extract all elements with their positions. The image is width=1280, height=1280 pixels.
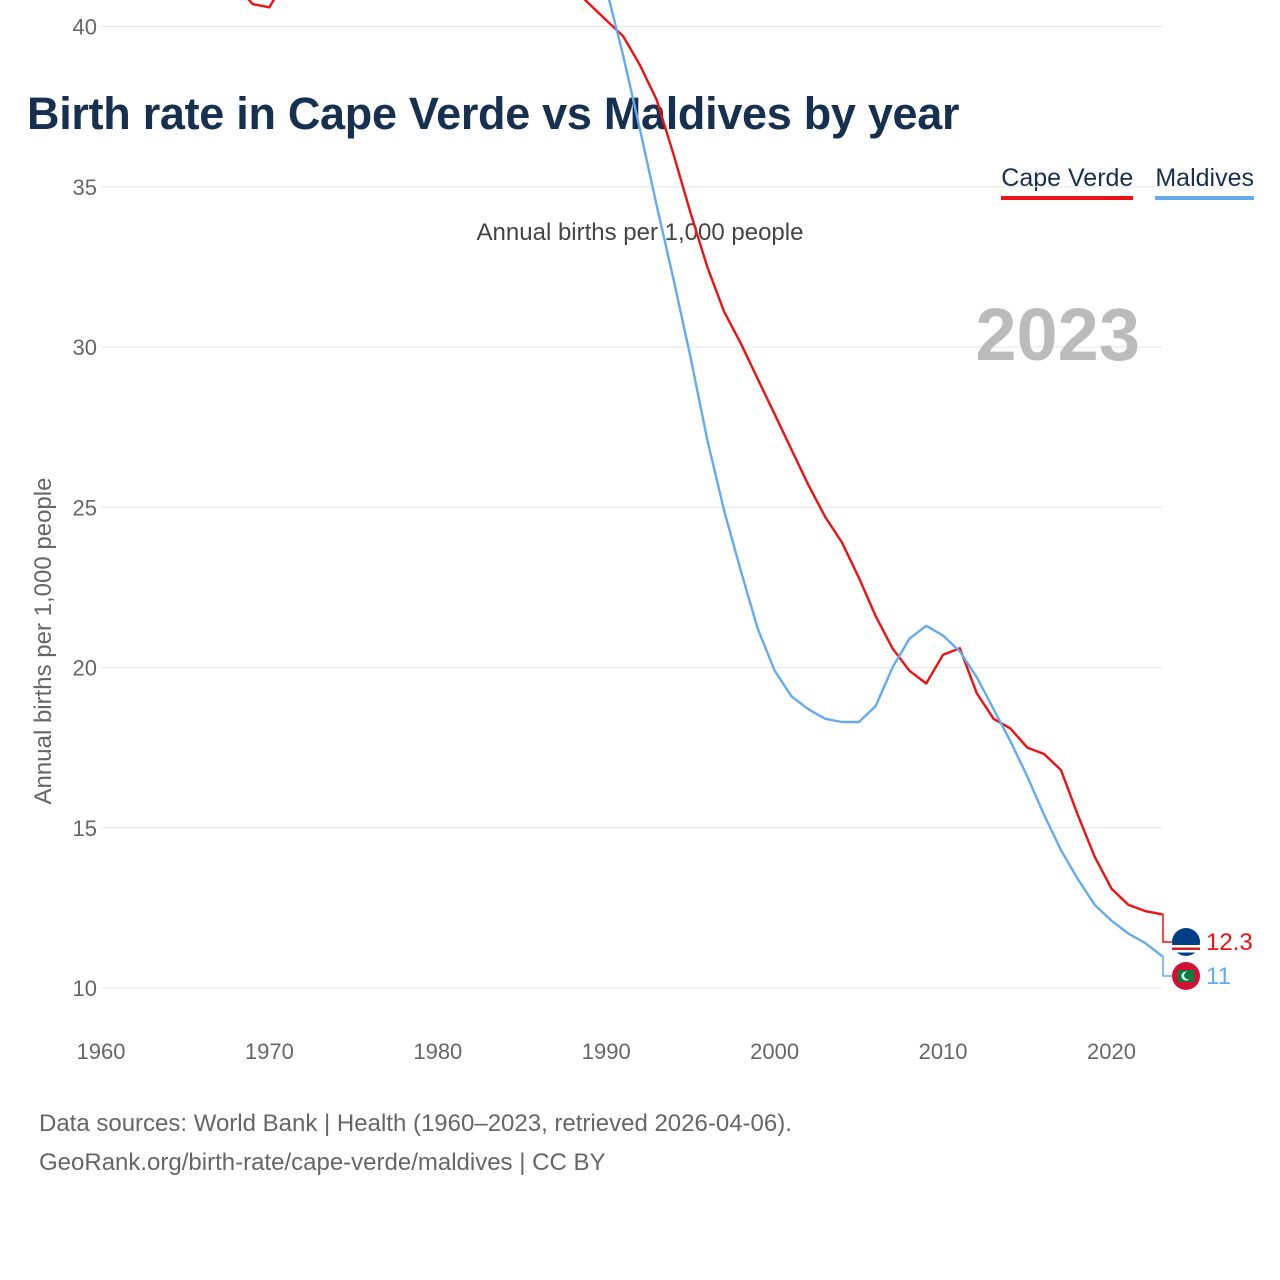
series-line-cape-verde[interactable] <box>101 0 1163 916</box>
data-sources: Data sources: World Bank | Health (1960–… <box>39 1104 792 1182</box>
series-lines <box>101 0 1163 957</box>
x-tick-label: 1970 <box>245 1039 294 1064</box>
chart-subtitle: Annual births per 1,000 people <box>477 219 804 246</box>
y-tick-label: 25 <box>73 495 97 520</box>
y-tick-label: 40 <box>73 15 97 40</box>
maldives-flag-icon <box>1172 962 1200 990</box>
legend: Cape Verde Maldives <box>1001 164 1254 200</box>
y-axis-ticks: 101520253035404550 <box>73 15 97 1002</box>
y-tick-label: 35 <box>73 175 97 200</box>
cape-verde-flag-icon <box>1172 928 1200 956</box>
y-axis-label: Annual births per 1,000 people <box>30 478 57 805</box>
end-connector <box>1162 913 1172 943</box>
legend-item-maldives[interactable]: Maldives <box>1155 164 1254 200</box>
x-axis-ticks: 1960 1970 1980 1990 2000 2010 2020 <box>77 1039 1136 1064</box>
y-tick-label: 20 <box>73 656 97 681</box>
end-value-label: 11 <box>1206 963 1231 990</box>
series-line-maldives[interactable] <box>101 0 1163 957</box>
x-tick-label: 1990 <box>582 1039 631 1064</box>
year-watermark: 2023 <box>975 293 1140 376</box>
x-tick-label: 2010 <box>919 1039 968 1064</box>
x-tick-label: 2020 <box>1087 1039 1136 1064</box>
y-tick-label: 10 <box>73 976 97 1001</box>
page-title: Birth rate in Cape Verde vs Maldives by … <box>27 88 960 139</box>
x-tick-label: 1960 <box>77 1039 126 1064</box>
end-value-label: 12.3 <box>1206 929 1253 956</box>
y-tick-label: 15 <box>73 816 97 841</box>
y-tick-label: 30 <box>73 335 97 360</box>
end-connector <box>1162 955 1172 977</box>
x-tick-label: 1980 <box>413 1039 462 1064</box>
sources-line-1: Data sources: World Bank | Health (1960–… <box>39 1110 792 1137</box>
x-tick-label: 2000 <box>750 1039 799 1064</box>
gridlines <box>101 26 1162 989</box>
legend-item-cape-verde[interactable]: Cape Verde <box>1001 164 1134 200</box>
sources-line-2[interactable]: GeoRank.org/birth-rate/cape-verde/maldiv… <box>39 1149 606 1176</box>
end-markers: 12.3 11 <box>1162 913 1253 990</box>
